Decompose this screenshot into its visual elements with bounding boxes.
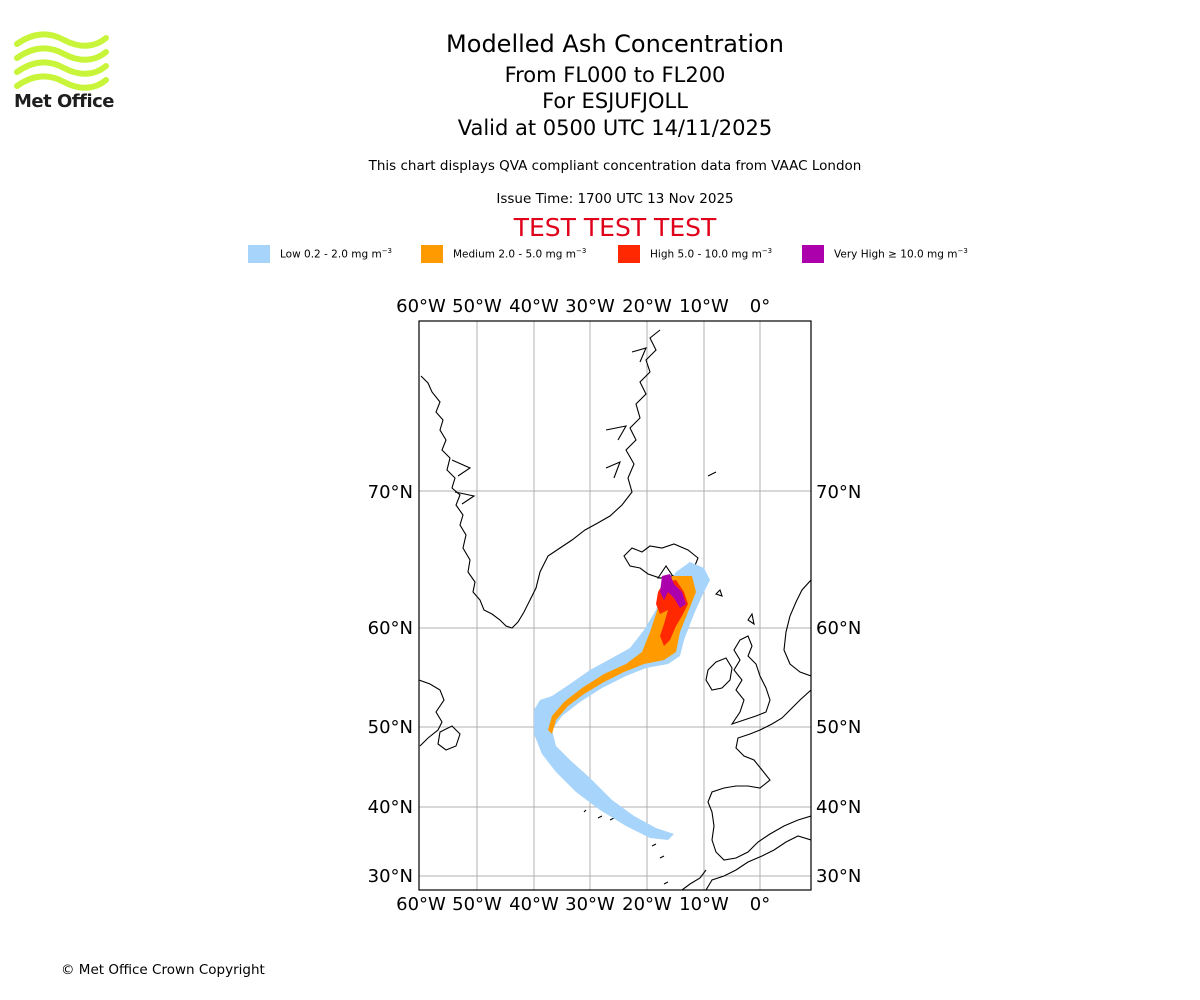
lat-label-right-60n: 60°N bbox=[816, 618, 861, 639]
lon-label-bottom-20w: 20°W bbox=[622, 894, 672, 915]
ash-very-high-concentration bbox=[660, 574, 686, 608]
legend-item-low: Low 0.2 - 2.0 mg m−3 bbox=[248, 244, 392, 264]
azores-islands bbox=[583, 809, 615, 821]
coastlines bbox=[419, 329, 811, 890]
ireland-coast bbox=[705, 657, 733, 691]
lat-label-left-50n: 50°N bbox=[368, 717, 413, 738]
great-britain-coast bbox=[730, 635, 771, 726]
lon-label-bottom-30w: 30°W bbox=[565, 894, 615, 915]
legend-swatch-medium bbox=[421, 245, 443, 263]
faroe-islands bbox=[714, 588, 723, 597]
lon-label-top-10w: 10°W bbox=[679, 296, 729, 317]
greenland-fjords bbox=[451, 347, 647, 505]
ash-medium-concentration bbox=[548, 576, 696, 734]
lon-label-top-50w: 50°W bbox=[452, 296, 502, 317]
legend-label-medium: Medium 2.0 - 5.0 mg m−3 bbox=[453, 247, 587, 261]
canary-islands bbox=[651, 843, 669, 885]
africa-coast bbox=[681, 869, 707, 890]
legend-label-high: High 5.0 - 10.0 mg m−3 bbox=[650, 247, 773, 261]
legend-label-low: Low 0.2 - 2.0 mg m−3 bbox=[280, 247, 393, 261]
chart-description: This chart displays QVA compliant concen… bbox=[368, 158, 862, 174]
greenland-coast bbox=[420, 329, 661, 629]
met-office-logo bbox=[14, 31, 109, 91]
chart-title: Modelled Ash Concentration bbox=[446, 30, 784, 58]
lon-label-bottom-60w: 60°W bbox=[396, 894, 446, 915]
europe-coast bbox=[707, 689, 811, 861]
lon-label-bottom-40w: 40°W bbox=[509, 894, 559, 915]
lon-label-bottom-50w: 50°W bbox=[452, 894, 502, 915]
legend-swatch-low bbox=[248, 245, 270, 263]
met-office-logo-text: Met Office bbox=[14, 91, 115, 112]
lat-label-left-30n: 30°N bbox=[368, 866, 413, 887]
legend-item-medium: Medium 2.0 - 5.0 mg m−3 bbox=[421, 244, 586, 264]
legend-swatch-very-high bbox=[802, 245, 824, 263]
lon-label-top-20w: 20°W bbox=[622, 296, 672, 317]
iceland-coast bbox=[623, 543, 699, 579]
shetland-islands bbox=[747, 612, 755, 626]
volcano-name: For ESJUFJOLL bbox=[542, 89, 688, 113]
issue-time: Issue Time: 1700 UTC 13 Nov 2025 bbox=[496, 191, 734, 207]
lat-label-right-50n: 50°N bbox=[816, 717, 861, 738]
map-frame-border bbox=[418, 320, 812, 891]
lat-label-left-40n: 40°N bbox=[368, 797, 413, 818]
lon-label-top-60w: 60°W bbox=[396, 296, 446, 317]
lon-label-top-0: 0° bbox=[750, 296, 770, 317]
lat-label-right-30n: 30°N bbox=[816, 866, 861, 887]
ash-plume bbox=[534, 562, 710, 840]
norway-coast bbox=[783, 579, 811, 677]
map-frame-background bbox=[419, 321, 811, 890]
labrador-coast bbox=[419, 679, 445, 747]
jan-mayen bbox=[707, 471, 717, 477]
lat-label-left-60n: 60°N bbox=[368, 618, 413, 639]
copyright-notice: © Met Office Crown Copyright bbox=[61, 962, 265, 978]
legend-swatch-high bbox=[618, 245, 640, 263]
mediterranean-coast bbox=[705, 835, 811, 890]
test-banner: TEST TEST TEST bbox=[513, 213, 717, 242]
legend-label-very-high: Very High ≥ 10.0 mg m−3 bbox=[834, 247, 968, 261]
lon-label-top-40w: 40°W bbox=[509, 296, 559, 317]
valid-time: Valid at 0500 UTC 14/11/2025 bbox=[457, 116, 773, 140]
flight-level-range: From FL000 to FL200 bbox=[504, 63, 726, 87]
lon-label-bottom-0: 0° bbox=[750, 894, 770, 915]
legend-item-high: High 5.0 - 10.0 mg m−3 bbox=[618, 244, 772, 264]
lon-label-top-30w: 30°W bbox=[565, 296, 615, 317]
newfoundland-coast bbox=[437, 725, 461, 751]
lat-label-right-70n: 70°N bbox=[816, 482, 861, 503]
lat-label-left-70n: 70°N bbox=[368, 482, 413, 503]
concentration-legend: Low 0.2 - 2.0 mg m−3 Medium 2.0 - 5.0 mg… bbox=[0, 244, 1200, 264]
lon-label-bottom-10w: 10°W bbox=[679, 894, 729, 915]
legend-item-very-high: Very High ≥ 10.0 mg m−3 bbox=[802, 244, 968, 264]
lat-label-right-40n: 40°N bbox=[816, 797, 861, 818]
